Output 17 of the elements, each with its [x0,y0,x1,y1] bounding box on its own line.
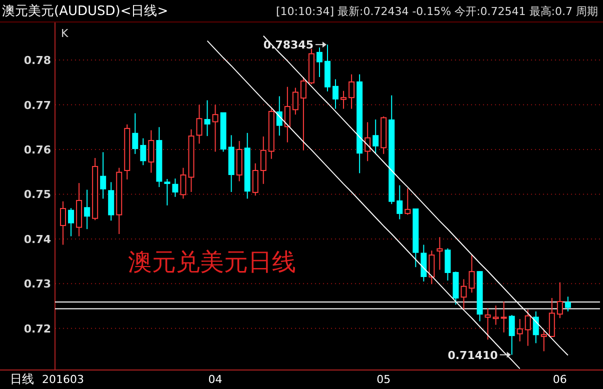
x-tick-label: 05 [376,373,391,386]
chart-subtitle: [10:10:34] 最新:0.72434 -0.15% 今开:0.72541 最高:0.7 周期 [276,5,598,18]
annotation: 0.71410 [448,348,498,362]
y-tick-label: 0.72 [24,322,51,336]
x-tick-label: 201603 [42,373,84,386]
x-tick-label: 06 [552,373,567,386]
chart-title: 澳元美元(AUDUSD)<日线> [2,3,168,19]
y-tick-label: 0.74 [24,232,52,246]
x-tick-label: 04 [208,373,222,386]
y-tick-label: 0.75 [24,188,51,202]
y-tick-label: 0.76 [24,143,52,156]
y-tick-label: 0.73 [24,278,51,291]
y-tick-label: 0.78 [24,54,51,68]
y-axis-title: K [61,27,69,40]
annotation: 澳元兑美元日线 [128,248,296,276]
y-tick-label: 0.77 [24,98,51,112]
x-axis-title: 日线 [10,372,34,386]
